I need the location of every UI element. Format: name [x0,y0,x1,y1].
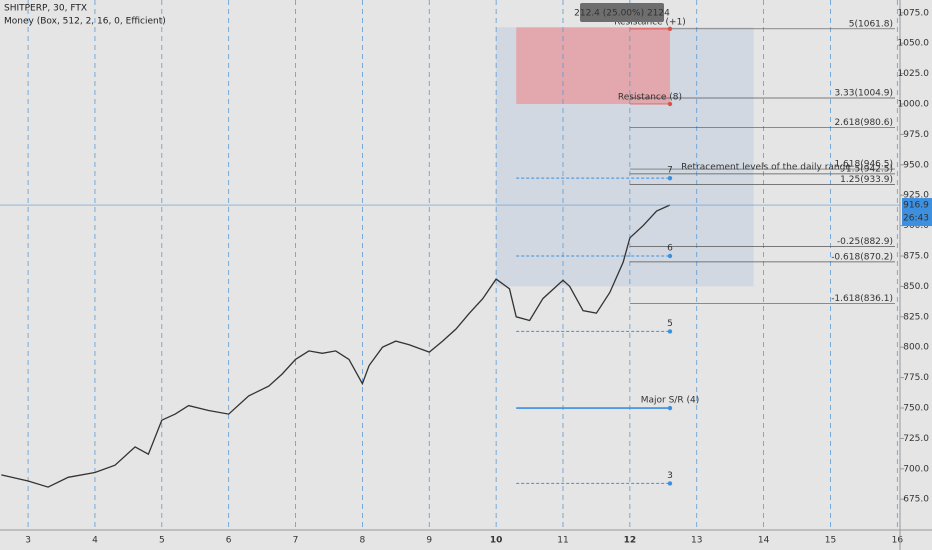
x-tick-label: 8 [360,536,366,546]
resistance-label: Resistance (8) [618,92,682,102]
y-tick-label: 900.0 [903,221,929,231]
fib-label: 3.33(1004.9) [834,89,893,99]
y-tick-label: 800.0 [903,343,929,353]
x-tick-label: 4 [92,536,98,546]
y-tick-label: 725.0 [903,434,929,444]
y-tick-label: 925.0 [903,191,929,201]
x-tick-label: 11 [557,536,568,546]
x-tick-label: 16 [892,536,904,546]
fib-label: -1.618(836.1) [831,294,893,304]
sr-dot [667,481,673,486]
x-tick-label: 10 [490,536,503,546]
sr-label: 5 [667,319,673,329]
sr-dot [667,253,673,259]
resistance-dot [667,101,673,107]
y-tick-label: 1025.0 [898,69,930,79]
y-tick-label: 700.0 [903,464,929,474]
x-tick-label: 6 [226,536,232,546]
price-line [1,204,671,488]
sr-label: Major S/R (4) [641,396,699,406]
countdown-label: 26:43 [903,214,929,224]
x-tick-label: 3 [25,536,31,546]
y-tick-label: 775.0 [903,373,929,383]
annotation: Retracement levels of the daily range [681,163,851,173]
y-tick-label: 825.0 [903,312,929,322]
resistance-label: Resistance (+1) [614,17,686,27]
y-tick-label: 1075.0 [898,8,930,18]
fib-label: 5(1061.8) [849,19,893,29]
sr-dot [667,405,673,411]
resistance-dot [667,26,673,32]
y-tick-label: 950.0 [903,160,929,170]
tooltip-label: 212.4 (25.00%) 2124 [574,9,670,19]
fib-label: -0.25(882.9) [837,237,893,247]
sr-label: 3 [667,471,673,481]
y-tick-label: 875.0 [903,252,929,262]
tooltip-box [580,3,664,22]
y-tick-label: 1050.0 [898,39,930,49]
y-tick-label: 975.0 [903,130,929,140]
x-tick-label: 14 [758,536,770,546]
sr-label: 6 [667,244,673,254]
price-badge-label: 916.9 [903,201,929,211]
fib-label: -0.618(870.2) [831,252,893,262]
sr-dot [667,329,673,334]
price-badge [902,198,932,227]
fib-label: 2.618(980.6) [834,118,893,128]
x-tick-label: 15 [825,536,836,546]
y-tick-label: 1000.0 [898,99,930,109]
fib-label: 1.618(946.5) [834,160,893,170]
x-tick-label: 7 [293,536,299,546]
x-tick-label: 13 [691,536,702,546]
y-tick-label: 850.0 [903,282,929,292]
sr-dot [667,175,673,181]
x-tick-label: 5 [159,536,165,546]
chart-subtitle: Money (Box, 512, 2, 16, 0, Efficient) [4,17,166,27]
zone-box [516,27,670,104]
y-tick-label: 750.0 [903,404,929,414]
chart-title: SHITPERP, 30, FTX [4,4,87,14]
x-tick-label: 9 [426,536,432,546]
sr-label: 7 [667,166,673,176]
x-tick-label: 12 [624,536,637,546]
fib-label: 1.5(942.5) [846,164,893,174]
fib-label: 1.25(933.9) [840,175,893,185]
y-tick-label: 675.0 [903,495,929,505]
